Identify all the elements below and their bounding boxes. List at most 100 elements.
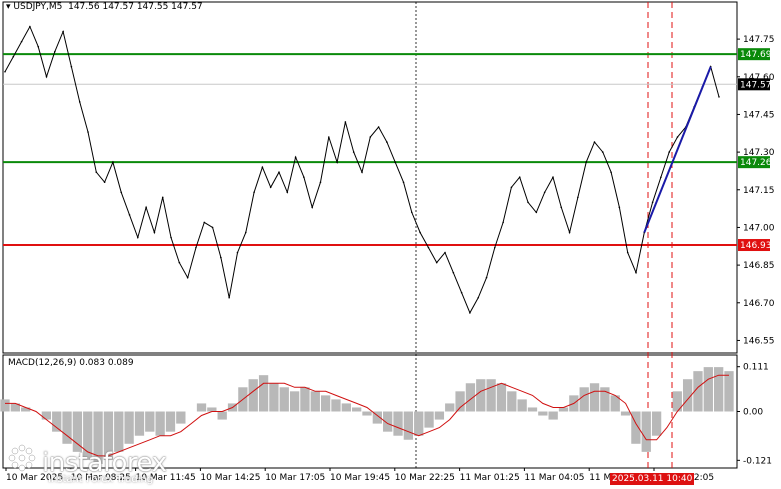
time-tick-label: 11 Mar 04:05	[524, 473, 584, 483]
level-label-bg-lower-green	[738, 156, 770, 169]
price-point	[37, 45, 40, 48]
macd-bar	[207, 407, 217, 412]
macd-bar	[600, 387, 610, 412]
price-point	[411, 211, 413, 214]
price-point	[668, 151, 670, 153]
cursor-time-label: 2025.03.11 10:40	[610, 473, 695, 485]
price-tick-label: 147.00	[743, 223, 775, 233]
macd-bar	[93, 411, 103, 464]
price-point	[560, 206, 563, 209]
price-pane-frame	[2, 1, 738, 354]
price-point	[178, 261, 181, 264]
price-point	[145, 206, 147, 209]
price-point	[220, 256, 222, 259]
macd-bar	[476, 379, 486, 412]
time-tick-label: 10 Mar 08:25	[71, 473, 131, 483]
price-point	[62, 30, 64, 33]
macd-bar	[589, 383, 600, 412]
price-point	[394, 161, 397, 163]
macd-bar	[165, 411, 176, 432]
macd-bar	[279, 387, 289, 412]
price-point	[303, 176, 305, 179]
macd-tick-label: -0.121	[743, 456, 772, 466]
macd-bar	[383, 411, 393, 432]
price-point	[120, 191, 123, 194]
price-point	[311, 206, 313, 209]
macd-bar	[341, 403, 351, 412]
macd-bar	[631, 411, 641, 444]
price-series	[4, 25, 720, 314]
price-point	[344, 121, 347, 123]
macd-bar	[72, 411, 83, 452]
logo-star-icon	[8, 444, 36, 472]
price-point	[626, 251, 629, 254]
macd-bar	[124, 411, 134, 444]
level-label-upper-green: 147.69	[740, 50, 772, 60]
price-point	[435, 261, 438, 264]
chart-title: ▾ USDJPY,M5 147.56 147.57 147.55 147.57	[6, 2, 203, 12]
dropdown-arrow-icon[interactable]: ▾	[6, 2, 11, 12]
price-point	[236, 251, 239, 254]
price-point	[502, 221, 504, 224]
price-point	[153, 231, 156, 234]
price-tick-label: 146.70	[743, 299, 775, 309]
price-point	[269, 186, 272, 189]
macd-tick-label: 0.111	[743, 363, 769, 373]
macd-bar	[320, 395, 331, 412]
price-point	[211, 226, 214, 229]
price-point	[128, 214, 131, 216]
macd-bar	[83, 411, 93, 460]
price-point	[195, 246, 197, 249]
price-point	[485, 276, 488, 279]
macd-bar	[455, 391, 465, 412]
price-point	[95, 171, 98, 173]
macd-bar	[424, 411, 434, 428]
macd-bar	[134, 411, 145, 436]
time-tick-label: 11 Mar 01:25	[460, 473, 520, 483]
time-tick-label: 10 Mar 22:25	[395, 473, 455, 483]
macd-bar	[641, 411, 651, 452]
macd-bar	[486, 379, 496, 412]
macd-bar	[610, 395, 620, 412]
macd-bar	[620, 411, 631, 416]
price-point	[518, 176, 521, 179]
macd-bar	[558, 407, 569, 412]
price-point	[510, 186, 513, 189]
price-point	[369, 136, 372, 138]
trend-line	[643, 66, 712, 233]
macd-bar	[548, 411, 558, 420]
price-point	[527, 201, 529, 204]
price-point	[20, 40, 23, 43]
price-point	[286, 191, 289, 194]
price-tick-label: 147.45	[743, 110, 775, 120]
current-price-label: 147.57	[740, 80, 772, 90]
price-point	[253, 191, 255, 194]
macd-bar	[403, 411, 414, 440]
macd-bar	[682, 379, 693, 412]
price-point	[244, 231, 247, 234]
macd-bar	[258, 375, 269, 412]
price-point	[585, 161, 587, 163]
time-tick-label: 10 Mar 2025	[6, 473, 63, 483]
logo-name: instaforex	[42, 448, 167, 478]
macd-bar	[145, 411, 155, 432]
price-point	[452, 271, 455, 274]
macd-bar	[414, 411, 424, 436]
logo-tagline: Instant Forex Trading	[48, 474, 154, 485]
price-point	[29, 25, 31, 28]
macd-bar	[507, 391, 517, 412]
price-point	[635, 271, 637, 274]
price-point	[112, 161, 114, 163]
macd-bar	[393, 411, 403, 436]
price-tick-label: 147.15	[743, 186, 775, 196]
price-tick-label: 147.60	[743, 73, 775, 83]
price-point	[319, 181, 322, 184]
macd-bar	[0, 399, 10, 412]
price-tick-label: 146.85	[743, 261, 775, 271]
price-point	[535, 211, 538, 214]
price-point	[161, 196, 164, 199]
price-point	[45, 75, 48, 78]
price-point	[78, 101, 81, 103]
price-point	[577, 196, 579, 199]
